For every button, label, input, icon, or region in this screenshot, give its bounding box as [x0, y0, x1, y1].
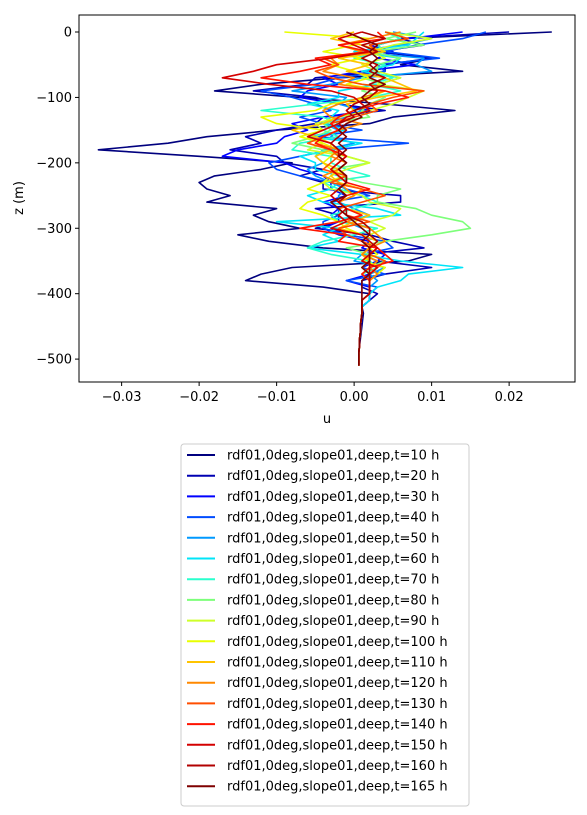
x-tick-label: 0.01 [417, 390, 446, 405]
legend-label: rdf01,0deg,slope01,deep,t=50 h [227, 531, 439, 546]
legend-label: rdf01,0deg,slope01,deep,t=70 h [227, 573, 439, 588]
legend-label: rdf01,0deg,slope01,deep,t=40 h [227, 511, 439, 526]
legend-label: rdf01,0deg,slope01,deep,t=120 h [227, 676, 448, 691]
legend-box [180, 443, 470, 807]
legend-label: rdf01,0deg,slope01,deep,t=60 h [227, 552, 439, 567]
plot-frame [78, 14, 576, 383]
x-tick-label: −0.03 [102, 390, 142, 405]
plot-lines [97, 31, 552, 366]
legend-label: rdf01,0deg,slope01,deep,t=100 h [227, 635, 448, 650]
legend: rdf01,0deg,slope01,deep,t=10 h rdf01,0deg… [180, 443, 470, 807]
x-tick-label: 0.00 [340, 390, 369, 405]
y-axis-ticks: 0 −100 −200 −300 −400 −500 [36, 26, 79, 368]
legend-label: rdf01,0deg,slope01,deep,t=130 h [227, 697, 448, 712]
legend-label: rdf01,0deg,slope01,deep,t=160 h [227, 759, 448, 774]
legend-label: rdf01,0deg,slope01,deep,t=110 h [227, 656, 448, 671]
y-tick-label: −100 [36, 91, 72, 106]
x-tick-label: −0.01 [257, 390, 297, 405]
legend-label: rdf01,0deg,slope01,deep,t=20 h [227, 469, 439, 484]
legend-label: rdf01,0deg,slope01,deep,t=90 h [227, 614, 439, 629]
y-tick-label: −300 [36, 222, 72, 237]
y-tick-label: 0 [64, 26, 72, 41]
legend-label: rdf01,0deg,slope01,deep,t=10 h [227, 449, 439, 464]
legend-label: rdf01,0deg,slope01,deep,t=150 h [227, 738, 448, 753]
series-line-17 [330, 31, 386, 366]
y-tick-label: −500 [36, 353, 72, 368]
legend-label: rdf01,0deg,slope01,deep,t=140 h [227, 718, 448, 733]
y-tick-label: −200 [36, 156, 72, 171]
x-tick-label: −0.02 [179, 390, 219, 405]
legend-entries: rdf01,0deg,slope01,deep,t=10 h rdf01,0deg… [187, 449, 448, 795]
x-axis-label: u [323, 412, 331, 427]
y-tick-label: −400 [36, 287, 72, 302]
x-axis-ticks: −0.03 −0.02 −0.01 0.00 0.01 0.02 [102, 382, 524, 405]
legend-label: rdf01,0deg,slope01,deep,t=165 h [227, 780, 448, 795]
y-axis-label: z (m) [12, 181, 27, 215]
x-tick-label: 0.02 [495, 390, 524, 405]
legend-label: rdf01,0deg,slope01,deep,t=80 h [227, 593, 439, 608]
legend-label: rdf01,0deg,slope01,deep,t=30 h [227, 490, 439, 505]
